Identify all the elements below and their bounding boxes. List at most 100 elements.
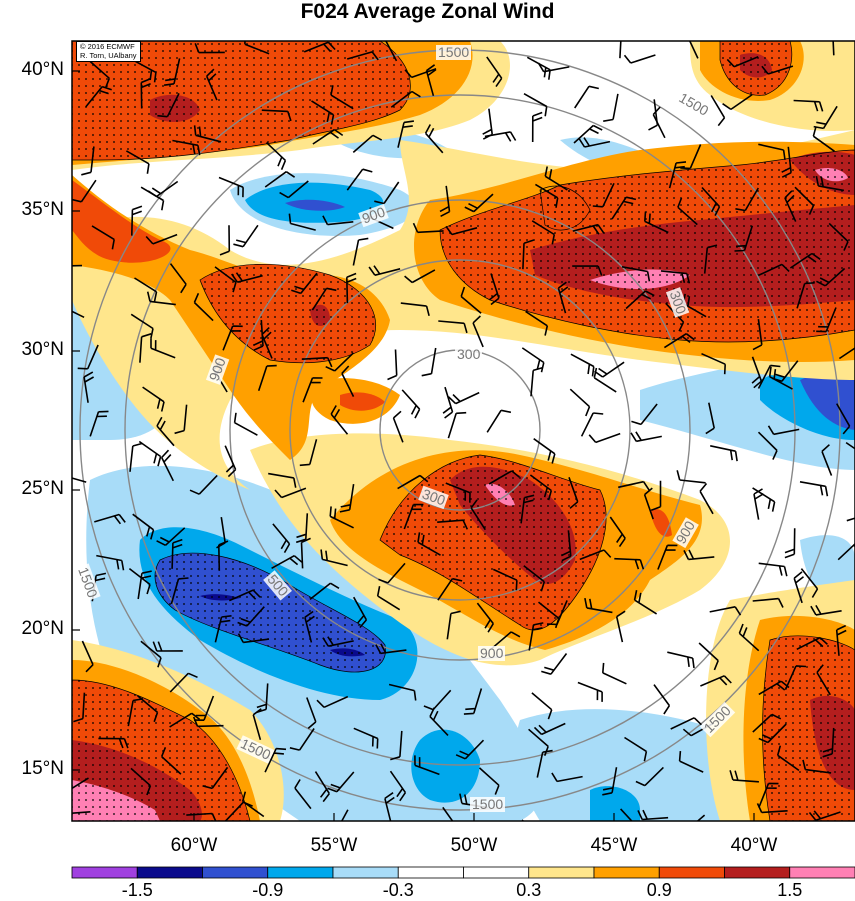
wind-barb	[375, 643, 407, 655]
wind-barb	[156, 416, 175, 447]
wind-barb	[218, 176, 244, 198]
wind-barb	[146, 291, 176, 306]
wind-barb	[437, 519, 469, 530]
wind-barb	[264, 171, 296, 188]
wind-barb	[423, 689, 452, 711]
wind-barb	[174, 404, 188, 435]
wind-barb	[521, 819, 525, 821]
wind-barb	[490, 631, 521, 650]
lon-label-45w: 45°W	[590, 835, 638, 856]
wind-barb	[299, 439, 318, 467]
wind-barb	[822, 727, 835, 758]
wind-barb	[584, 597, 613, 614]
wind-barb	[218, 540, 229, 571]
wind-barb	[301, 356, 333, 368]
wind-barb	[91, 225, 115, 250]
map-frame	[71, 40, 855, 822]
wind-barb	[130, 767, 152, 796]
lon-label-50w: 50°W	[450, 835, 498, 856]
colorbar-swatch	[202, 866, 269, 879]
wind-barb	[484, 131, 517, 142]
wind-barb	[128, 567, 151, 595]
wind-barb	[150, 338, 176, 359]
wind-barb	[625, 290, 655, 310]
wind-barb	[578, 137, 611, 148]
wind-barb	[768, 366, 793, 390]
credit-box: © 2016 ECMWF R. Torn, UAlbany	[76, 41, 141, 62]
wind-barb	[602, 767, 618, 796]
map-title: F024 Average Zonal Wind	[300, 0, 555, 23]
wind-barb	[316, 695, 349, 709]
wind-barb	[425, 64, 437, 97]
wind-barb	[128, 823, 147, 850]
lat-label-20n: 20°N	[21, 618, 64, 639]
credit-line-2: R. Torn, UAlbany	[80, 50, 137, 60]
wind-barb	[828, 222, 849, 251]
wind-barb	[352, 237, 369, 266]
wind-barb	[81, 640, 94, 673]
wind-barb	[476, 602, 494, 633]
wind-barb	[214, 615, 232, 643]
colorbar-tick-label: 1.5	[777, 880, 803, 900]
wind-barb	[429, 707, 449, 736]
wind-barb	[170, 577, 189, 605]
colorbar-swatch	[267, 866, 334, 879]
wind-barb	[261, 109, 292, 122]
wind-barb	[346, 51, 379, 61]
wind-barb	[463, 688, 483, 715]
wind-barb	[353, 596, 368, 629]
wind-barb	[816, 267, 846, 287]
lat-label-15n: 15°N	[21, 758, 64, 779]
wind-barb	[680, 144, 702, 170]
wind-barb	[306, 697, 317, 730]
colorbar-swatch	[463, 866, 530, 879]
wind-barb	[73, 692, 86, 723]
wind-barb	[551, 772, 583, 783]
ring-label-900: 900	[478, 645, 506, 661]
wind-barb	[784, 528, 796, 559]
wind-barb	[699, 482, 714, 515]
wind-barb	[322, 215, 354, 226]
wind-barb	[89, 410, 109, 437]
wind-barb	[615, 610, 626, 643]
wind-barb	[810, 605, 842, 616]
wind-barb	[288, 213, 316, 231]
wind-barb	[85, 85, 112, 108]
wind-barb	[738, 623, 760, 652]
wind-barb	[309, 582, 340, 601]
wind-barb	[579, 549, 612, 561]
wind-barb	[445, 225, 478, 236]
wind-barb	[660, 270, 691, 284]
wind-barb	[378, 562, 406, 584]
wind-barb	[757, 364, 781, 389]
wind-barb	[752, 487, 776, 512]
wind-barb	[593, 367, 617, 393]
wind-barb	[291, 272, 318, 295]
wind-barb	[678, 751, 704, 773]
wind-barb	[442, 806, 454, 821]
wind-barb	[621, 266, 651, 282]
wind-barb	[701, 186, 721, 216]
wind-barb	[94, 513, 126, 525]
wind-barb	[311, 100, 335, 125]
wind-barb	[346, 272, 357, 304]
wind-barb	[252, 708, 262, 741]
wind-barb	[611, 196, 637, 220]
wind-barb	[160, 747, 182, 775]
wind-barb	[253, 320, 264, 351]
wind-barb	[376, 586, 401, 611]
wind-barb	[145, 233, 178, 245]
wind-barb	[796, 636, 828, 651]
wind-barb	[138, 440, 162, 467]
wind-barb	[390, 730, 403, 761]
wind-barb	[784, 665, 807, 691]
wind-barb	[752, 597, 784, 608]
wind-barb	[709, 606, 742, 616]
wind-barb	[614, 557, 645, 570]
wind-barb	[137, 570, 152, 600]
wind-barb	[758, 143, 786, 161]
wind-barb	[561, 530, 572, 562]
wind-barb	[401, 389, 421, 419]
wind-barb	[447, 411, 467, 439]
